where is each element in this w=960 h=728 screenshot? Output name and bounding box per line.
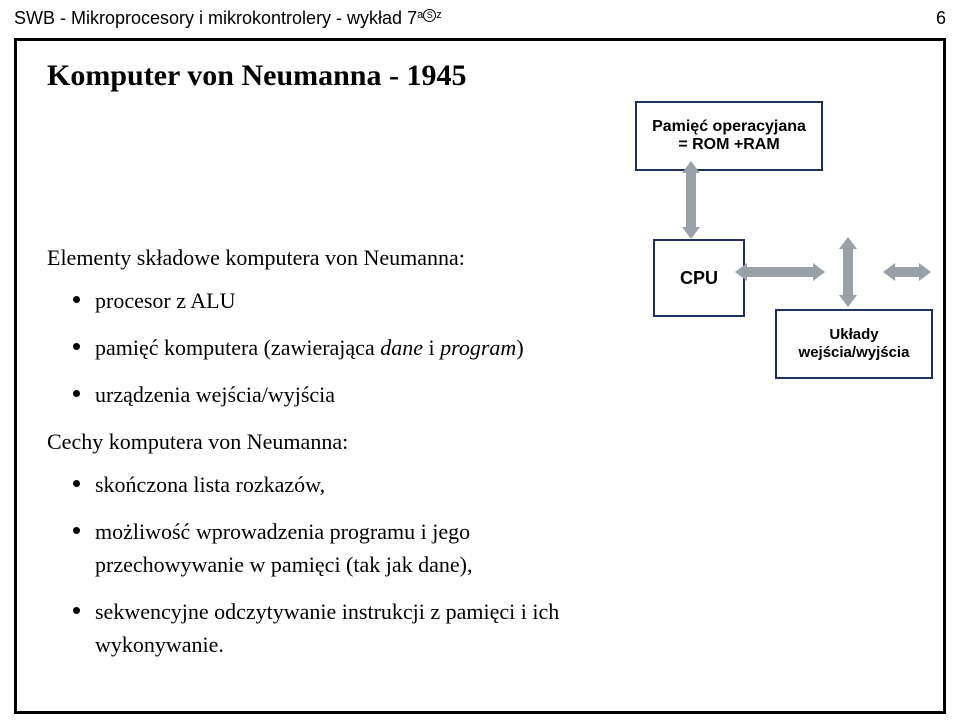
page-header: SWB - Mikroprocesory i mikrokontrolery -… (14, 8, 946, 29)
header-sup-s: S (423, 9, 436, 22)
list-item-text: możliwość wprowadzenia programu i jego p… (95, 519, 473, 577)
diagram-io-line2: wejścia/wyjścia (799, 344, 910, 362)
arrow-head-down-icon (839, 295, 857, 307)
arrow-shaft (893, 267, 921, 277)
arrow-io-right (883, 263, 931, 281)
elements-list: procesor z ALU pamięć komputera (zawiera… (47, 284, 607, 411)
arrow-io-up (839, 237, 857, 307)
diagram-io-box: Układy wejścia/wyjścia (775, 309, 933, 379)
header-sup-z: z (436, 9, 442, 21)
italic-text: program (440, 335, 516, 360)
header-sup-s-circle: S (423, 9, 436, 22)
diagram-cpu-label: CPU (680, 268, 718, 289)
list-item-text: sekwencyjne odczytywanie instrukcji z pa… (95, 599, 559, 657)
list-item: urządzenia wejścia/wyjścia (47, 378, 607, 411)
header-page-number: 6 (936, 8, 946, 29)
list-item: możliwość wprowadzenia programu i jego p… (47, 515, 607, 581)
list-item-text: pamięć komputera (zawierająca dane i pro… (95, 335, 524, 360)
list-item: sekwencyjne odczytywanie instrukcji z pa… (47, 595, 607, 661)
diagram-memory-line2: = ROM +RAM (678, 136, 779, 154)
page: SWB - Mikroprocesory i mikrokontrolery -… (0, 0, 960, 728)
features-list: skończona lista rozkazów, możliwość wpro… (47, 468, 607, 661)
header-title-text: SWB - Mikroprocesory i mikrokontrolery -… (14, 8, 417, 28)
content-frame: Komputer von Neumanna - 1945 Pamięć oper… (14, 38, 946, 714)
list-item: pamięć komputera (zawierająca dane i pro… (47, 331, 607, 364)
slide-title: Komputer von Neumanna - 1945 (47, 59, 466, 93)
list-item: procesor z ALU (47, 284, 607, 317)
list-item-text: procesor z ALU (95, 288, 236, 313)
von-neumann-diagram: Pamięć operacyjana = ROM +RAM CPU Układy… (597, 101, 927, 431)
diagram-memory-line1: Pamięć operacyjana (652, 118, 806, 136)
body-text: Elementy składowe komputera von Neumanna… (47, 241, 607, 675)
header-left: SWB - Mikroprocesory i mikrokontrolery -… (14, 8, 442, 29)
list-item: skończona lista rozkazów, (47, 468, 607, 501)
diagram-memory-box: Pamięć operacyjana = ROM +RAM (635, 101, 823, 171)
italic-text: dane (380, 335, 423, 360)
arrow-shaft (843, 247, 853, 297)
arrow-head-right-icon (919, 263, 931, 281)
arrow-head-right-icon (813, 263, 825, 281)
arrow-cpu-io (735, 263, 825, 281)
arrow-shaft (686, 171, 696, 229)
features-heading: Cechy komputera von Neumanna: (47, 425, 607, 458)
list-item-text: skończona lista rozkazów, (95, 472, 325, 497)
diagram-io-line1: Układy (829, 326, 878, 344)
diagram-cpu-box: CPU (653, 239, 745, 317)
arrow-head-down-icon (682, 227, 700, 239)
arrow-shaft (745, 267, 815, 277)
list-item-text: urządzenia wejścia/wyjścia (95, 382, 335, 407)
arrow-mem-cpu (682, 161, 700, 239)
elements-heading: Elementy składowe komputera von Neumanna… (47, 241, 607, 274)
